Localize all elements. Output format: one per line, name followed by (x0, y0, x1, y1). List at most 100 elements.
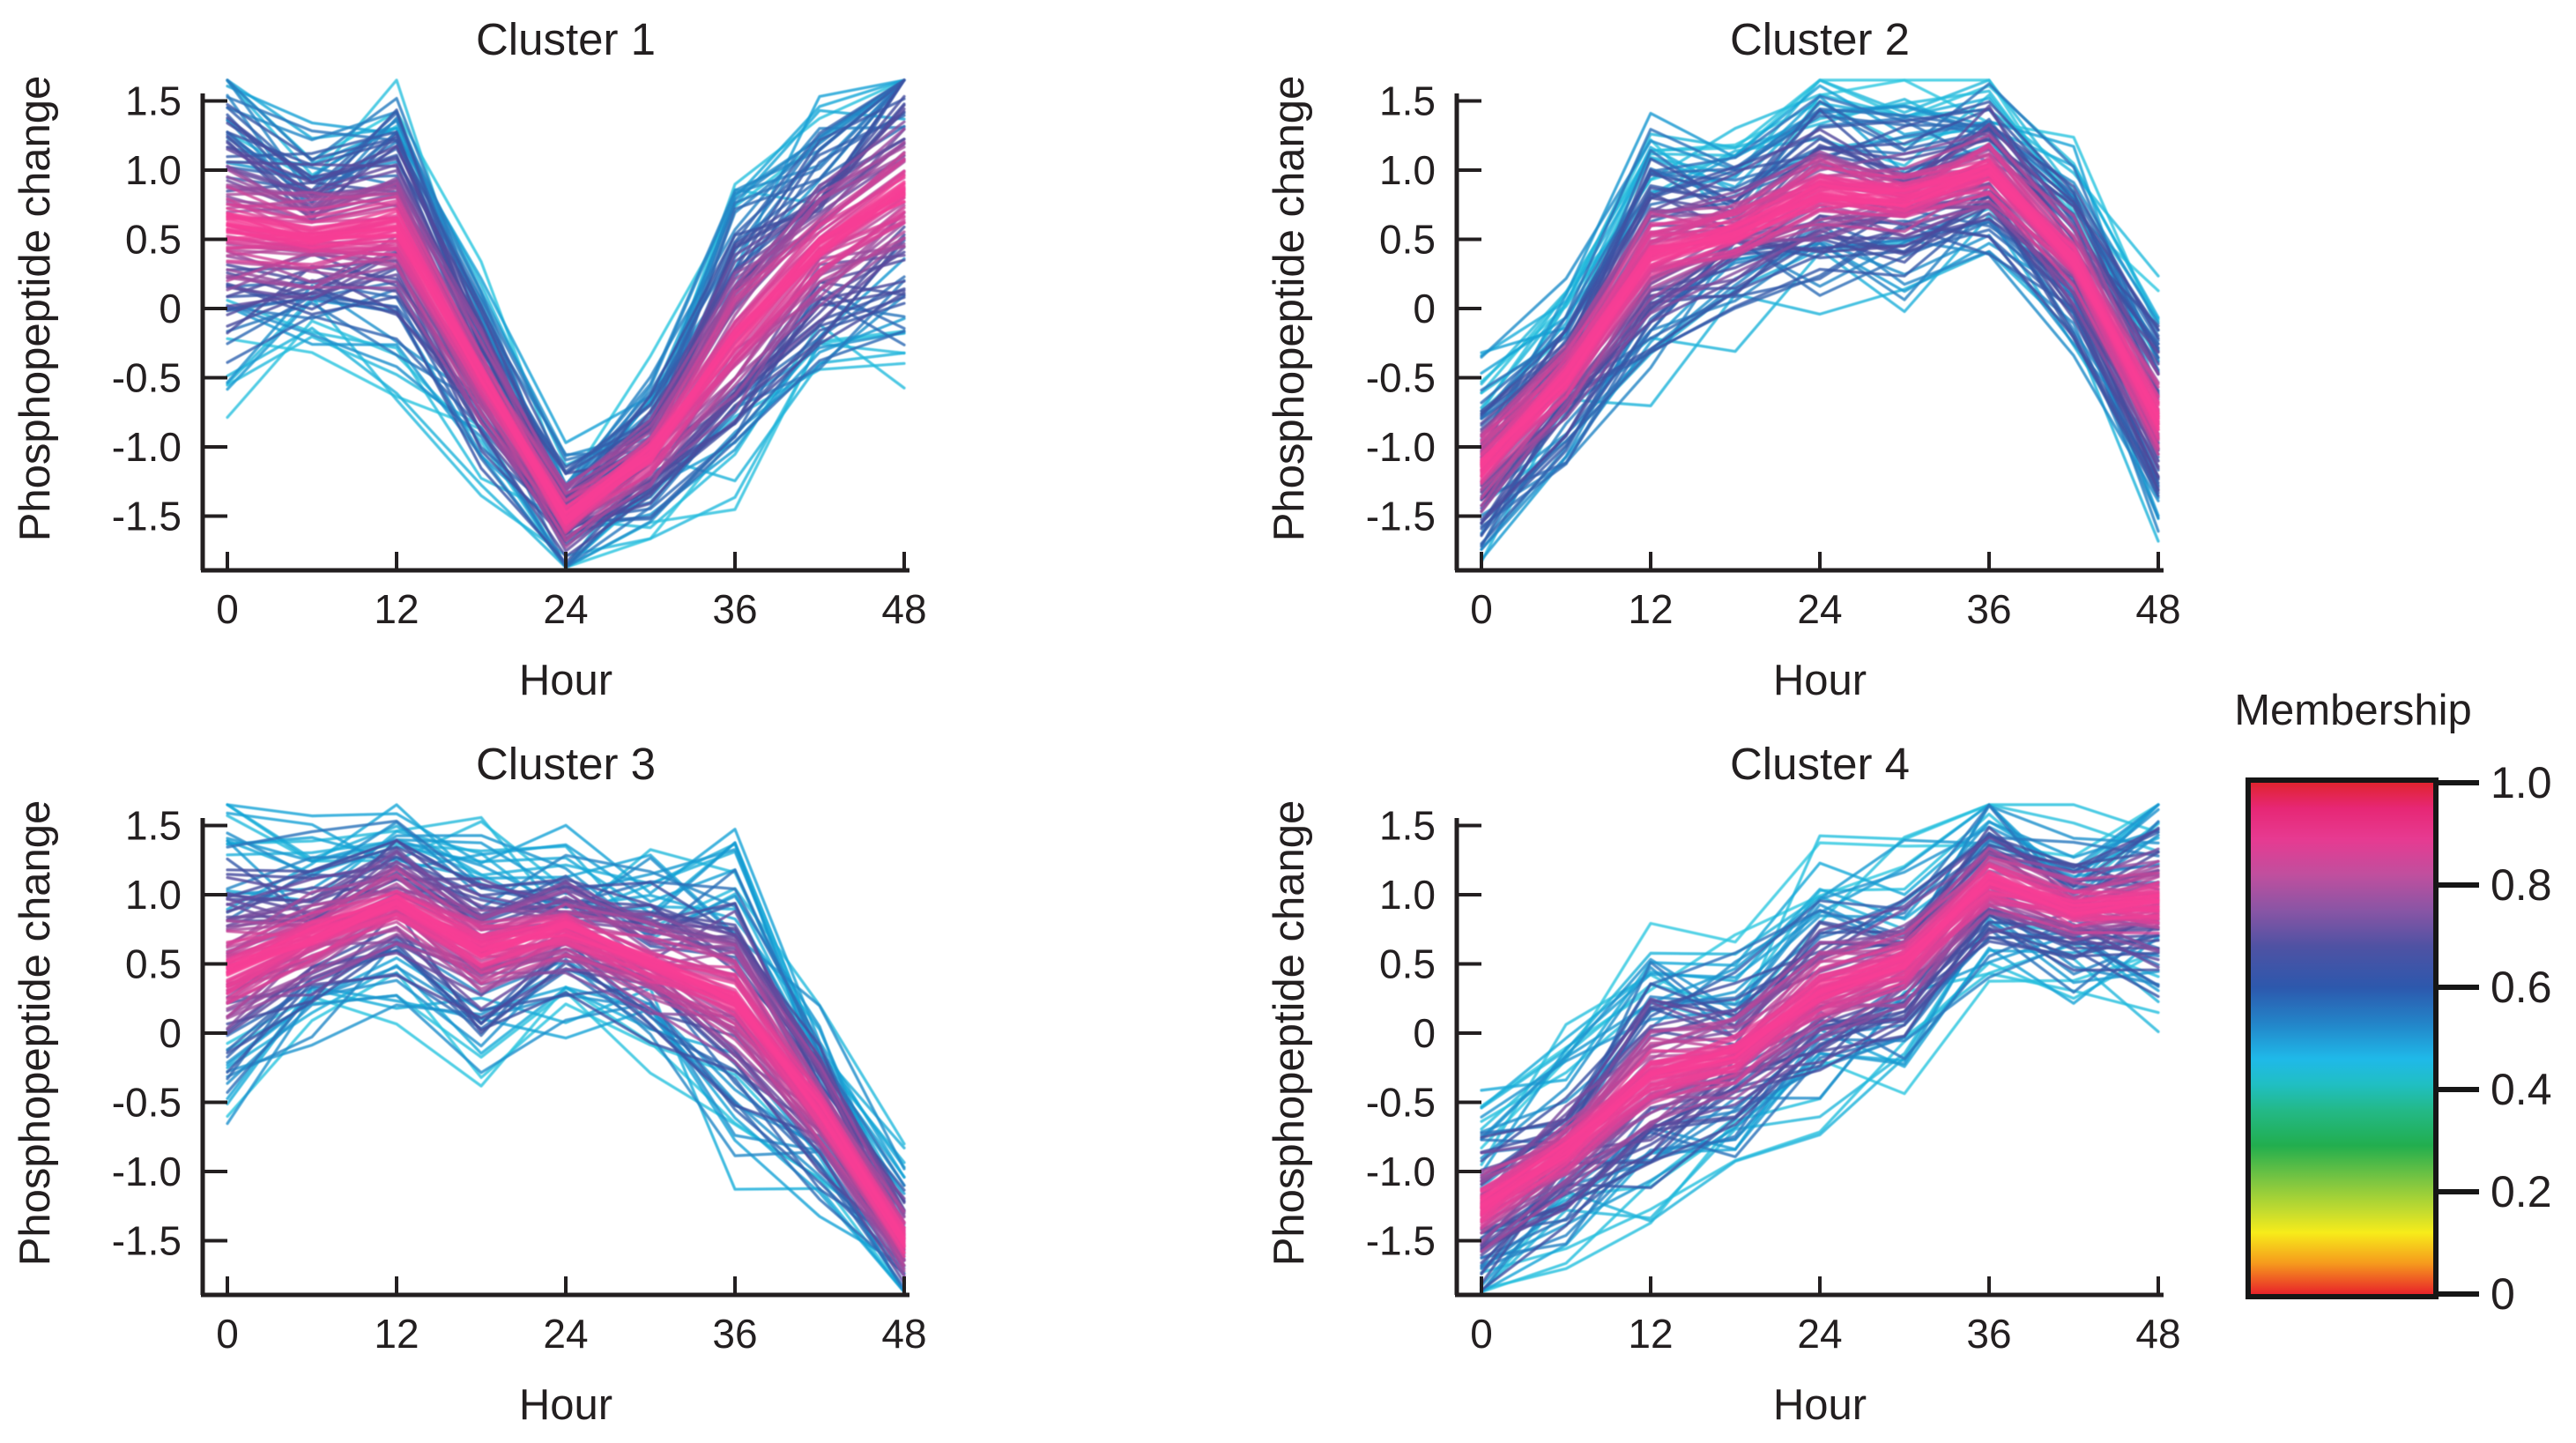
profile-line (226, 942, 906, 1270)
x-tick-label: 36 (1966, 1311, 2011, 1357)
profile-line (226, 192, 906, 524)
x-axis-label: Hour (1772, 1381, 1867, 1429)
profile-line (1480, 874, 2160, 1202)
cluster-2-plot: Cluster 2 Phosphopeptide change 1.5 1.0 0.… (1254, 0, 2347, 721)
y-tick-label: 1.5 (125, 78, 182, 124)
x-tick-label: 0 (1470, 1311, 1493, 1357)
x-tick-label: 24 (1797, 1311, 1842, 1357)
profile-line (1480, 903, 2160, 1217)
x-tick-label: 36 (712, 586, 757, 632)
y-tick-label: 0.5 (125, 941, 182, 987)
colorbar-tick-label: 0.8 (2491, 860, 2552, 910)
y-tick-label: 1.5 (1379, 803, 1436, 849)
profile-line (1480, 861, 2160, 1199)
y-tick-label: 0.5 (1379, 217, 1436, 263)
cluster-1-line-chart: 1.5 1.0 0.5 0 -0.5 -1.0 -1.5 0 12 24 36 48 (112, 78, 927, 633)
y-tick-label: 1.0 (1379, 872, 1436, 918)
y-tick-label: -0.5 (1366, 1080, 1436, 1126)
colorbar-tick-label: 0.6 (2491, 963, 2552, 1012)
colorbar-tick-label: 1.0 (2491, 758, 2552, 807)
colorbar-tick (2439, 985, 2479, 990)
plot-title: Cluster 2 (1729, 14, 1911, 64)
y-tick-label: 0 (159, 1010, 182, 1056)
x-tick-label: 48 (2135, 586, 2180, 632)
cluster-3-line-chart: 1.5 1.0 0.5 0 -0.5 -1.0 -1.5 0 12 24 36 48 (112, 803, 927, 1357)
x-tick-label: 24 (543, 1311, 588, 1357)
axes-group (1454, 93, 2164, 573)
profile-line (1480, 169, 2160, 465)
plot-title: Cluster 4 (1729, 739, 1911, 789)
y-tick-label: -1.5 (112, 1218, 182, 1264)
cluster-4-plot: Cluster 4 Phosphopeptide change 1.5 1.0 0.… (1254, 725, 2347, 1443)
y-tick-label: 0 (1413, 286, 1436, 331)
x-axis-label: Hour (1772, 657, 1867, 704)
profile-line (1480, 193, 2160, 531)
x-tick-label: 48 (881, 586, 926, 632)
y-tick-label: 1.5 (1379, 78, 1436, 124)
cluster-lines-group (226, 78, 906, 569)
profile-line (226, 895, 906, 1248)
colorbar-tick (2439, 780, 2479, 785)
y-tick-label: -0.5 (1366, 355, 1436, 401)
y-tick-label: 0 (1413, 1010, 1436, 1056)
x-tick-label: 48 (881, 1311, 926, 1357)
x-tick-label: 24 (1797, 586, 1842, 632)
colorbar-gradient (2246, 777, 2439, 1299)
profile-line (1480, 107, 2160, 417)
colorbar-tick (2439, 882, 2479, 888)
profile-line (1480, 881, 2160, 1209)
profile-line (1480, 148, 2160, 450)
profile-line (1480, 159, 2160, 466)
y-tick-label: 1.0 (1379, 147, 1436, 193)
cluster-lines-group (226, 803, 906, 1294)
cluster-lines-group (1480, 803, 2160, 1294)
cluster-4-line-chart: 1.5 1.0 0.5 0 -0.5 -1.0 -1.5 0 12 24 36 48 (1366, 803, 2181, 1357)
colorbar-tick (2439, 1189, 2479, 1194)
cluster-lines-group (1480, 78, 2160, 563)
y-tick-label: -1.5 (112, 494, 182, 539)
profile-line (226, 803, 906, 1179)
axes-group (1454, 818, 2164, 1298)
y-tick-label: -1.0 (1366, 1149, 1436, 1194)
profile-line (1480, 870, 2160, 1210)
y-tick-label: -1.5 (1366, 1218, 1436, 1264)
profile-line (226, 839, 906, 1248)
profile-line (226, 993, 906, 1294)
profile-line (1480, 200, 2160, 502)
colorbar-tick-label: 0.4 (2491, 1065, 2552, 1114)
x-tick-label: 0 (1470, 586, 1493, 632)
y-tick-label: 0 (159, 286, 182, 331)
x-tick-label: 0 (216, 586, 239, 632)
profile-line (226, 864, 906, 1219)
y-tick-label: 0.5 (125, 217, 182, 263)
profile-line (226, 78, 906, 444)
colorbar-title: Membership (2234, 687, 2472, 734)
x-tick-label: 12 (374, 1311, 419, 1357)
colorbar-tick (2439, 1291, 2479, 1297)
plot-title: Cluster 1 (475, 14, 657, 64)
profile-line (1480, 190, 2160, 524)
colorbar-tick-label: 0.2 (2491, 1167, 2552, 1216)
profile-line (1480, 123, 2160, 448)
colorbar-tick-label: 0 (2491, 1269, 2515, 1319)
x-tick-label: 12 (1628, 1311, 1673, 1357)
plot-title: Cluster 3 (475, 739, 657, 789)
x-tick-label: 36 (712, 1311, 757, 1357)
profile-line (1480, 917, 2160, 1268)
x-axis-label: Hour (518, 1381, 613, 1429)
x-tick-label: 0 (216, 1311, 239, 1357)
y-tick-label: -0.5 (112, 1080, 182, 1126)
x-tick-label: 48 (2135, 1311, 2180, 1357)
cluster-1-plot: Cluster 1 Phosphopeptide change 1.5 1.0 0.… (0, 0, 1093, 721)
x-tick-label: 12 (1628, 586, 1673, 632)
y-tick-label: 0.5 (1379, 941, 1436, 987)
profile-line (1480, 911, 2160, 1253)
cluster-2-line-chart: 1.5 1.0 0.5 0 -0.5 -1.0 -1.5 0 12 24 36 48 (1366, 78, 2181, 633)
y-tick-label: -1.0 (1366, 424, 1436, 470)
x-tick-label: 12 (374, 586, 419, 632)
y-tick-label: -0.5 (112, 355, 182, 401)
profile-line (226, 902, 906, 1240)
y-tick-label: -1.0 (112, 1149, 182, 1194)
y-tick-label: -1.0 (112, 424, 182, 470)
